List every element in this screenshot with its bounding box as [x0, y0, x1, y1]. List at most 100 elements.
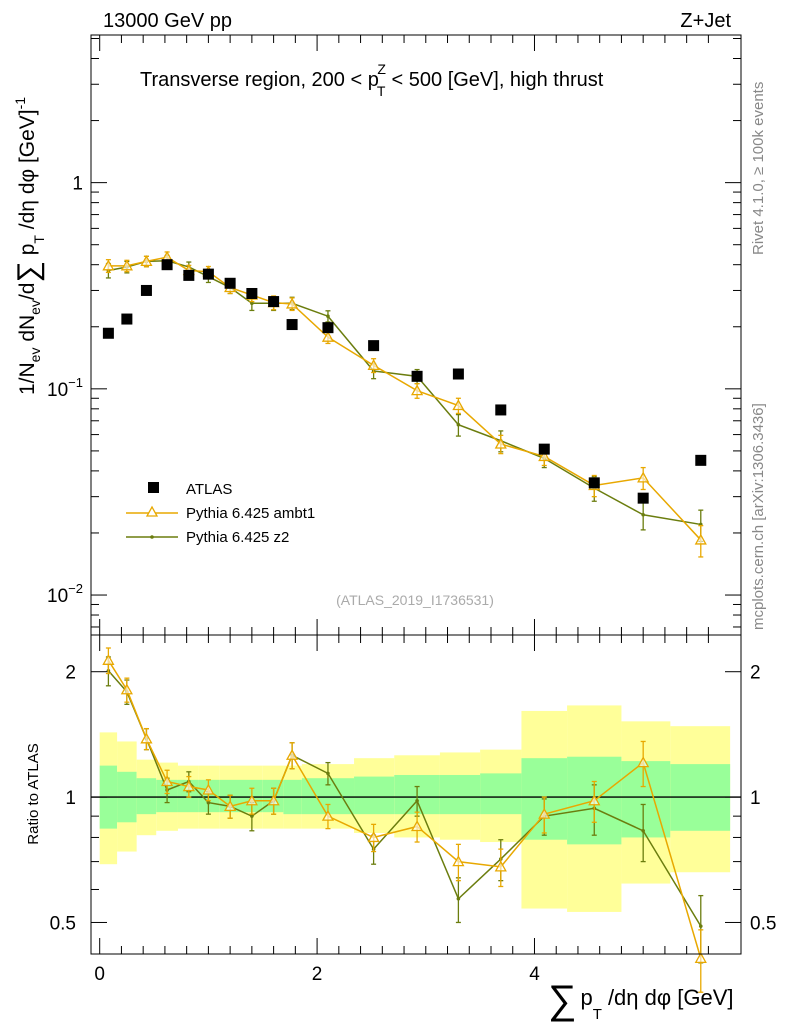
ratio-y-tick-label-left: 2 — [65, 663, 76, 684]
legend-atlas-marker — [148, 482, 159, 493]
atlas-point — [452, 368, 464, 380]
plot-title-pre: Transverse region, 200 < p — [140, 69, 379, 91]
ylabel-c: /d — [16, 283, 39, 301]
ratio-ambt1-point — [538, 807, 551, 819]
x-tick-label: 2 — [312, 964, 323, 985]
ratio-ambt1-point — [224, 800, 237, 812]
ylabel-a: 1/N — [16, 362, 39, 395]
ambt1-point — [410, 384, 424, 396]
ratio-uncertainty-bands — [99, 705, 731, 912]
ratio-ambt1-point — [202, 783, 215, 795]
atlas-point — [286, 319, 298, 331]
ratio-ambt1-point — [120, 683, 133, 695]
ratio-plot-frame — [90, 634, 742, 955]
ratio-ambt1-point — [245, 794, 258, 806]
ratio-plot-marks — [102, 647, 707, 993]
side-label-rivet: Rivet 4.1.0, ≥ 100k events — [750, 82, 767, 255]
legend-ambt1-marker — [145, 505, 159, 517]
ratio-y-tick-label-right: 0.5 — [750, 913, 776, 934]
xlabel-p: p — [581, 985, 593, 1010]
ratio-band-inner — [354, 776, 395, 815]
ratio-ambt1-point — [637, 756, 650, 768]
plot-title-post: < 500 [GeV], high thrust — [386, 69, 604, 91]
header-energy-label: 13000 GeV pp — [103, 10, 232, 32]
ratio-y-tick-label-right: 2 — [750, 663, 761, 684]
atlas-point — [202, 268, 214, 280]
plot-title-sub: T — [377, 83, 386, 99]
ratio-y-axis-label: Ratio to ATLAS — [25, 743, 42, 844]
main-y-tick-exp: −2 — [68, 581, 83, 596]
x-tick-label: 0 — [94, 964, 105, 985]
legend-atlas-label: ATLAS — [186, 481, 232, 498]
ratio-z2-point — [326, 771, 330, 776]
atlas-point — [695, 454, 707, 466]
plot-title: Transverse region, 200 < pTZ < 500 [GeV]… — [140, 61, 604, 99]
legend: ATLAS Pythia 6.425 ambt1 Pythia 6.425 z2 — [126, 481, 315, 546]
atlas-point — [224, 277, 236, 289]
ambt1-point — [120, 259, 133, 271]
ratio-ambt1-point — [182, 780, 195, 792]
ratio-z2-point — [456, 896, 461, 901]
main-y-tick-label: 1 — [72, 174, 83, 195]
legend-z2-label: Pythia 6.425 z2 — [186, 529, 289, 546]
ambt1-point — [494, 437, 507, 449]
ratio-z2-point — [415, 798, 419, 803]
ratio-y-tick-label-left: 1 — [65, 788, 76, 809]
xlabel-sum: ∑ — [548, 978, 577, 1022]
ylabel-exp: -1 — [12, 97, 28, 110]
ratio-z2-point — [641, 828, 645, 833]
ratio-band-inner — [439, 774, 481, 815]
atlas-point — [495, 404, 507, 416]
main-y-tick-base: 10 — [47, 380, 68, 401]
main-plot-marks — [102, 250, 707, 558]
ambt1-point — [452, 399, 465, 411]
atlas-point — [538, 443, 550, 455]
ratio-y-tick-label-left: 0.5 — [50, 913, 76, 934]
atlas-point — [368, 340, 380, 352]
ambt1-point — [367, 359, 380, 370]
ylabel-d: p — [16, 244, 39, 262]
main-y-tick-base: 1 — [72, 174, 83, 195]
atlas-point — [246, 287, 258, 299]
ambt1-point — [140, 255, 153, 267]
main-y-tick-base: 10 — [47, 586, 68, 607]
ambt1-point — [321, 330, 335, 342]
atlas-point — [588, 477, 600, 489]
atlas-point — [161, 259, 173, 271]
ratio-ambt1-point — [160, 775, 174, 787]
ratio-ambt1-point — [694, 952, 707, 964]
analysis-watermark: (ATLAS_2019_I1736531) — [336, 592, 494, 608]
ratio-ambt1-point — [140, 732, 153, 744]
ambt1-point — [637, 471, 650, 483]
atlas-point — [268, 296, 280, 308]
xlabel-rest: /dη dφ [GeV] — [608, 985, 734, 1010]
ylabel-sum: ∑ — [12, 261, 45, 282]
ratio-z2-point — [206, 800, 211, 805]
x-axis-label: ∑ pT/dη dφ [GeV] — [548, 978, 734, 1023]
z2-point — [250, 301, 254, 306]
z2-point — [456, 422, 461, 427]
atlas-point — [121, 313, 133, 325]
ratio-ambt1-point — [285, 748, 299, 760]
ambt1-point — [694, 533, 707, 545]
ratio-ambt1-point — [267, 794, 280, 806]
ratio-band-inner — [480, 773, 522, 815]
ylabel-ev2: ev — [27, 300, 43, 315]
ratio-ambt1-point — [410, 820, 424, 832]
ylabel-e: /dη dφ [GeV] — [16, 109, 39, 235]
main-y-axis-label: 1/Nev dNev/d∑ pT /dη dφ [GeV]-1 — [12, 97, 47, 395]
ambt1-point — [538, 450, 551, 462]
header-process-label: Z+Jet — [680, 10, 731, 32]
ratio-ambt1-point — [367, 831, 380, 843]
atlas-point — [102, 327, 114, 339]
ylabel-T: T — [31, 235, 47, 244]
ratio-z2-point — [250, 814, 254, 818]
z2-point — [641, 512, 645, 517]
atlas-point — [411, 370, 423, 382]
ratio-ambt1-point — [494, 860, 507, 872]
main-y-tick-exp: −1 — [68, 375, 83, 390]
xlabel-T: T — [593, 1006, 602, 1023]
ratio-ambt1-point — [321, 809, 335, 821]
ratio-y-tick-label-right: 1 — [750, 788, 761, 809]
ylabel-ev1: ev — [27, 348, 43, 363]
